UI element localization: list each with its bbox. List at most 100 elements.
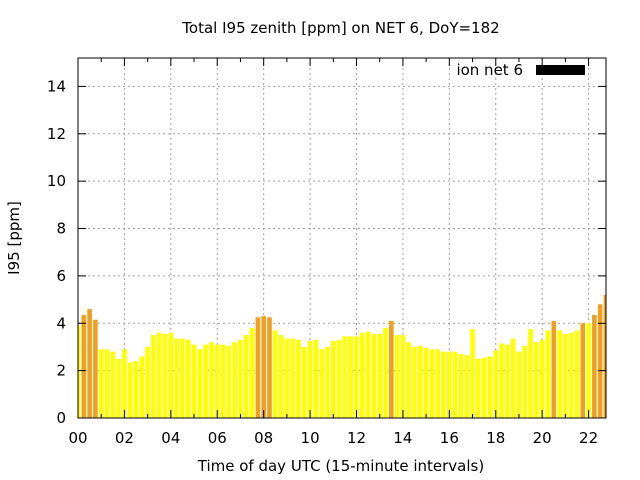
y-tick-label: 10 [47, 172, 66, 190]
bar [470, 329, 475, 418]
bar [394, 335, 400, 418]
x-tick-label: 18 [486, 429, 505, 447]
bar [116, 358, 121, 418]
bar [325, 346, 330, 418]
x-tick-label: 02 [115, 429, 134, 447]
bar [290, 338, 296, 418]
bar [516, 351, 522, 418]
x-tick-label: 12 [347, 429, 366, 447]
y-tick-label: 0 [56, 409, 66, 427]
x-tick-label: 06 [208, 429, 227, 447]
bar [162, 333, 168, 418]
bar [487, 356, 493, 418]
x-tick-label: 16 [440, 429, 459, 447]
bar [156, 332, 162, 418]
bar [191, 344, 197, 418]
legend-swatch [536, 65, 585, 75]
bar [539, 339, 545, 418]
bar [220, 344, 226, 418]
bar [272, 330, 278, 418]
bar [481, 357, 487, 418]
bar [185, 339, 191, 418]
bar [348, 336, 354, 418]
bar [447, 351, 452, 418]
bar [383, 328, 388, 418]
bar [301, 346, 307, 418]
legend-label: ion net 6 [456, 61, 523, 79]
bar [78, 325, 81, 418]
bar [296, 339, 301, 418]
bar [133, 361, 139, 418]
bar [452, 351, 458, 418]
bar [87, 309, 92, 418]
bar [377, 333, 383, 418]
bar [145, 346, 150, 418]
bar [371, 333, 377, 418]
bar [197, 349, 203, 418]
plot-frame [77, 57, 607, 419]
x-tick-label: 08 [254, 429, 273, 447]
bar [238, 339, 243, 418]
bars-group [78, 294, 606, 418]
x-tick-label: 14 [393, 429, 412, 447]
bar [336, 339, 342, 418]
bar [180, 338, 185, 418]
bar [307, 341, 313, 418]
bar [505, 344, 510, 418]
bar [418, 345, 423, 418]
bar [214, 344, 220, 418]
bar [174, 338, 179, 418]
bar [592, 314, 597, 418]
x-tick-label: 00 [68, 429, 87, 447]
x-tick-label: 10 [301, 429, 320, 447]
bar [98, 349, 104, 418]
bar [354, 336, 359, 418]
bar [545, 330, 551, 418]
bar [168, 332, 174, 418]
bar [261, 316, 266, 418]
bar [499, 343, 504, 418]
bar [255, 317, 261, 418]
y-tick-label: 6 [56, 267, 66, 285]
bar [476, 358, 481, 418]
bar [574, 330, 580, 418]
bar [568, 332, 574, 418]
bar [534, 342, 539, 418]
bar [226, 345, 232, 418]
bar [330, 341, 336, 418]
bar [232, 342, 237, 418]
bar [313, 339, 319, 418]
y-axis-label: I95 [ppm] [5, 201, 23, 275]
bar [597, 304, 603, 418]
bar [209, 342, 214, 418]
y-tick-label: 2 [56, 362, 66, 380]
y-tick-label: 4 [56, 314, 66, 332]
bar [458, 354, 464, 418]
bar [243, 335, 249, 418]
bar [586, 323, 591, 418]
bar [435, 349, 441, 418]
legend: ion net 6 [456, 61, 585, 79]
bar [365, 331, 371, 418]
x-tick-label: 22 [579, 429, 598, 447]
bar [522, 345, 528, 418]
bar [429, 349, 435, 418]
bar [249, 328, 255, 418]
bar [400, 335, 406, 418]
x-axis-label: Time of day UTC (15-minute intervals) [197, 457, 484, 475]
bar [464, 355, 470, 418]
bar [563, 333, 568, 418]
bar [278, 335, 284, 418]
bar [388, 320, 394, 418]
bar [122, 349, 127, 418]
bar [412, 346, 417, 418]
y-tick-label: 8 [56, 220, 66, 238]
bar [139, 356, 145, 418]
bar [580, 323, 586, 418]
bar [510, 338, 516, 418]
bar [551, 320, 557, 418]
bar [528, 329, 533, 418]
bar [284, 338, 290, 418]
